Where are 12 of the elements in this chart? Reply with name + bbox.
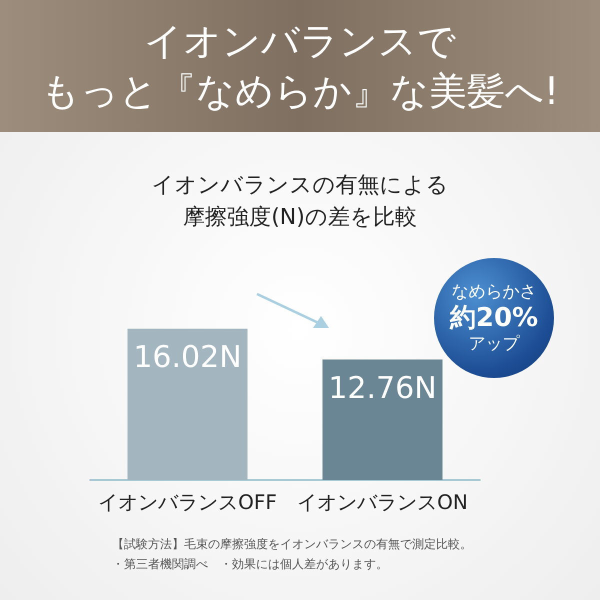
chart-title: イオンバランスで bbox=[144, 18, 456, 65]
text: 【試験方法】毛束の摩擦強度をイオンバランスの有無で測定比較。 bbox=[112, 536, 472, 553]
data-label: 12.76N bbox=[328, 370, 437, 406]
annotation: 約20% bbox=[450, 303, 538, 333]
annotation: アップ bbox=[468, 334, 520, 354]
chart-subtitle: もっと『なめらか』な美髪へ! bbox=[40, 68, 560, 115]
data-label: 16.02N bbox=[133, 340, 242, 376]
text: ・第三者機関調べ ・効果には個人差があります。 bbox=[112, 556, 389, 573]
circle-badge: なめらかさ 約20% アップ bbox=[434, 258, 554, 378]
x-tick-label: イオンバランスON bbox=[297, 490, 468, 514]
x-tick-label: イオンバランスOFF bbox=[98, 490, 277, 514]
text: イオンバランスの有無による摩擦強度(N)の差を比較 bbox=[150, 172, 450, 232]
